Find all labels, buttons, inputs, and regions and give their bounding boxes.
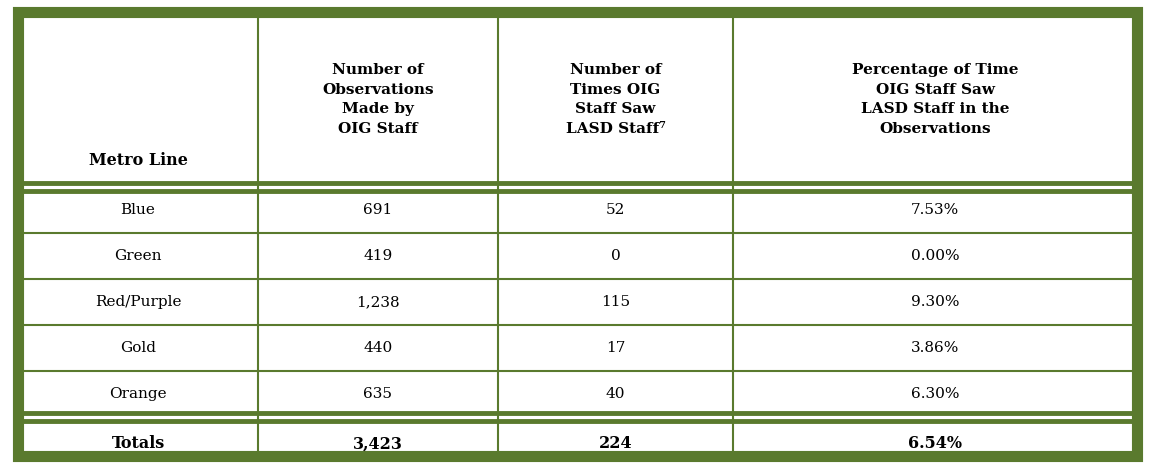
Text: 440: 440 [364,341,393,355]
Text: 635: 635 [364,387,393,401]
Text: Totals: Totals [111,436,165,453]
Text: 6.30%: 6.30% [911,387,960,401]
Text: 1,238: 1,238 [356,295,400,309]
Text: 40: 40 [605,387,625,401]
Text: Orange: Orange [110,387,166,401]
Text: Green: Green [114,249,162,263]
Text: Blue: Blue [120,203,156,217]
Text: 0: 0 [611,249,620,263]
Text: 115: 115 [601,295,631,309]
Text: Number of
Observations
Made by
OIG Staff: Number of Observations Made by OIG Staff [322,63,434,136]
Text: 0.00%: 0.00% [910,249,960,263]
Text: 6.54%: 6.54% [908,436,962,453]
Text: Gold: Gold [120,341,156,355]
Text: Percentage of Time
OIG Staff Saw
LASD Staff in the
Observations: Percentage of Time OIG Staff Saw LASD St… [851,63,1019,136]
Text: Red/Purple: Red/Purple [95,295,181,309]
Text: 3.86%: 3.86% [911,341,959,355]
Text: 419: 419 [364,249,393,263]
Text: 52: 52 [606,203,625,217]
Text: 9.30%: 9.30% [911,295,960,309]
Text: Number of
Times OIG
Staff Saw
LASD Staff⁷: Number of Times OIG Staff Saw LASD Staff… [566,63,665,136]
Text: 3,423: 3,423 [353,436,403,453]
Text: 17: 17 [606,341,625,355]
Text: Metro Line: Metro Line [89,152,187,169]
Text: 7.53%: 7.53% [911,203,959,217]
Text: 224: 224 [598,436,632,453]
Text: 691: 691 [364,203,393,217]
